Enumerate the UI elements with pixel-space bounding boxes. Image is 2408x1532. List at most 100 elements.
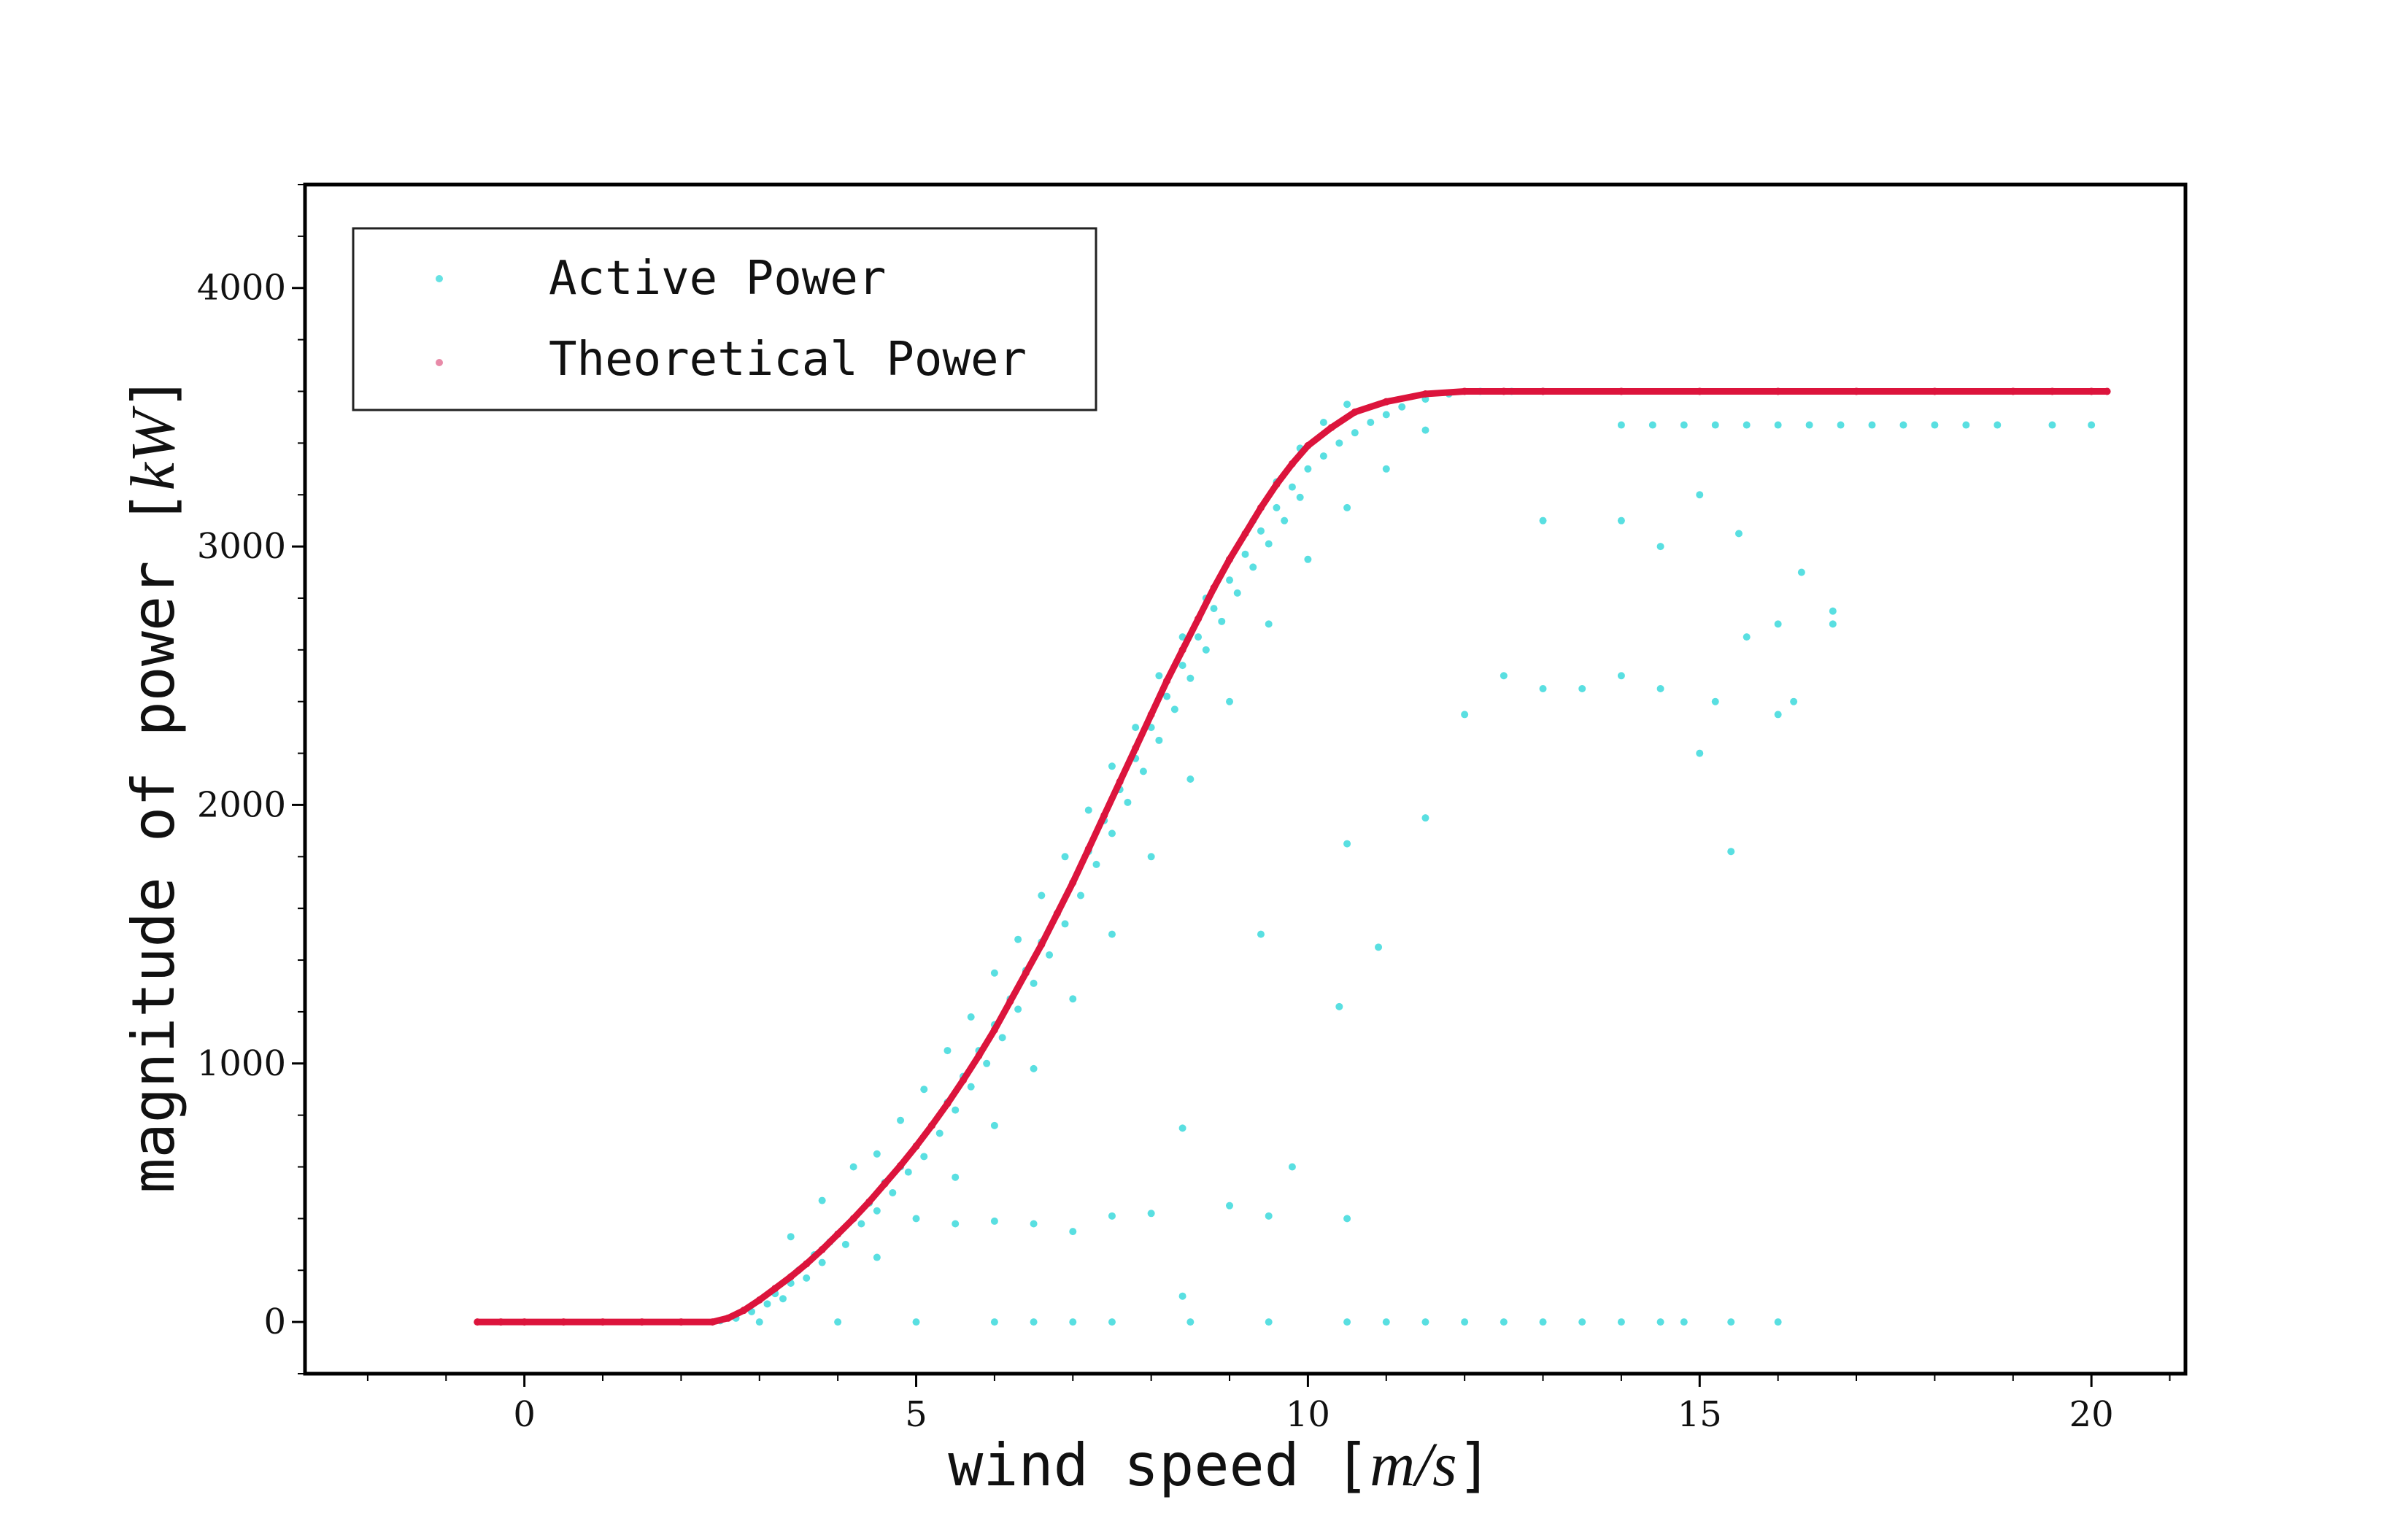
axis-ticks: 0 5 10 15 20 0 1000 2000 3000 4000 [197,184,2171,1435]
active-power-point [1539,684,1547,692]
active-power-point [1273,503,1281,511]
theoretical-power-point [990,1026,998,1034]
legend-label-active-power: Active Power [549,252,886,306]
active-power-point [1108,762,1116,770]
active-power-point [1797,568,1805,576]
active-power-point [1421,426,1429,434]
theoretical-power-point [1288,460,1296,468]
active-power-point [1461,1318,1469,1326]
active-power-point [1226,1202,1234,1210]
active-power-point [1774,421,1782,429]
active-power-point [1061,920,1069,928]
y-tick-label: 2000 [197,784,286,825]
theoretical-power-point [1195,615,1203,623]
active-power-point [1030,1318,1038,1326]
active-power-point [1226,576,1234,584]
active-power-point [1743,633,1751,641]
active-power-point [935,1129,943,1137]
active-power-point [1375,943,1383,951]
active-power-point [1210,605,1218,613]
active-power-point [1139,767,1147,775]
active-power-point [998,1034,1006,1042]
active-power-point [1147,853,1155,861]
theoretical-power-point [1022,969,1030,977]
active-power-point [990,1318,998,1326]
active-power-point [1178,1124,1186,1132]
active-power-point [763,1300,771,1308]
theoretical-power-point [560,1318,568,1326]
theoretical-power-point [1931,387,1939,395]
active-power-point [1038,891,1046,900]
theoretical-power-point [709,1318,717,1326]
active-power-point [1899,421,1907,429]
active-power-point [1727,848,1735,856]
active-power-point [1617,1318,1625,1326]
theoretical-power-point [497,1318,505,1326]
active-power-point [1774,1318,1782,1326]
y-axis-unit: kW [117,405,188,490]
theoretical-power-point [1210,584,1218,592]
y-tick-label: 3000 [197,526,286,567]
active-power-point [1186,775,1195,783]
active-power-point [818,1196,826,1204]
active-power-point [1351,429,1359,437]
active-power-point [1077,891,1085,900]
y-axis-title: magnitude of power [kW] [117,375,188,1193]
active-power-point [1711,421,1719,429]
plot-frame [303,182,2188,1376]
active-power-point [967,1083,975,1091]
theoretical-power-point [803,1260,811,1268]
theoretical-power-curve [477,388,2107,1326]
active-power-point [1617,421,1625,429]
active-power-point [967,1013,975,1021]
active-power-point [1108,829,1116,837]
theoretical-power-point [474,1318,482,1326]
active-power-point [889,1188,897,1196]
active-power-point [1539,1318,1547,1326]
theoretical-power-point [1116,778,1124,786]
theoretical-power-point [1100,811,1108,819]
theoretical-power-point [897,1161,905,1169]
active-power-point [1994,421,2002,429]
active-power-point [1578,1318,1586,1326]
active-power-point [912,1215,920,1223]
active-power-point [834,1318,842,1326]
theoretical-power-point [1178,646,1186,654]
active-power-point [873,1207,881,1215]
active-power-point [857,1220,865,1228]
theoretical-power-point [818,1245,826,1253]
active-power-point [1696,749,1704,757]
active-power-point [1335,439,1343,447]
active-power-point [1680,421,1688,429]
theoretical-power-point [771,1285,779,1293]
theoretical-power-point [959,1076,967,1084]
active-power-point [1186,1318,1195,1326]
active-power-point [1500,672,1508,680]
theoretical-power-point [1006,997,1014,1005]
theoretical-power-point [755,1296,763,1304]
active-power-point [1774,711,1782,719]
active-power-point [1288,1163,1296,1171]
theoretical-power-point [1853,387,1861,395]
active-power-point [920,1153,928,1161]
active-power-point [755,1318,763,1326]
legend-label-theoretical-power: Theoretical Power [549,333,1027,387]
active-power-point [1774,620,1782,628]
x-axis-title: wind speed [m/s] [948,1429,1492,1499]
active-power-point [1382,465,1390,473]
theoretical-power-point [1147,711,1155,719]
active-power-point [990,1121,998,1129]
theoretical-power-point [2103,387,2111,395]
active-power-point [897,1116,905,1124]
active-power-point [1656,684,1664,692]
active-power-point [1014,935,1022,943]
theoretical-power-point [928,1121,935,1129]
active-power-point [1617,517,1625,525]
theoretical-power-point [677,1318,685,1326]
active-power-point [841,1240,849,1248]
active-power-point [1249,563,1257,571]
active-power-point [1743,421,1751,429]
active-power-point [1124,798,1132,806]
active-power-point [943,1047,952,1055]
active-power-point [1069,1228,1077,1236]
